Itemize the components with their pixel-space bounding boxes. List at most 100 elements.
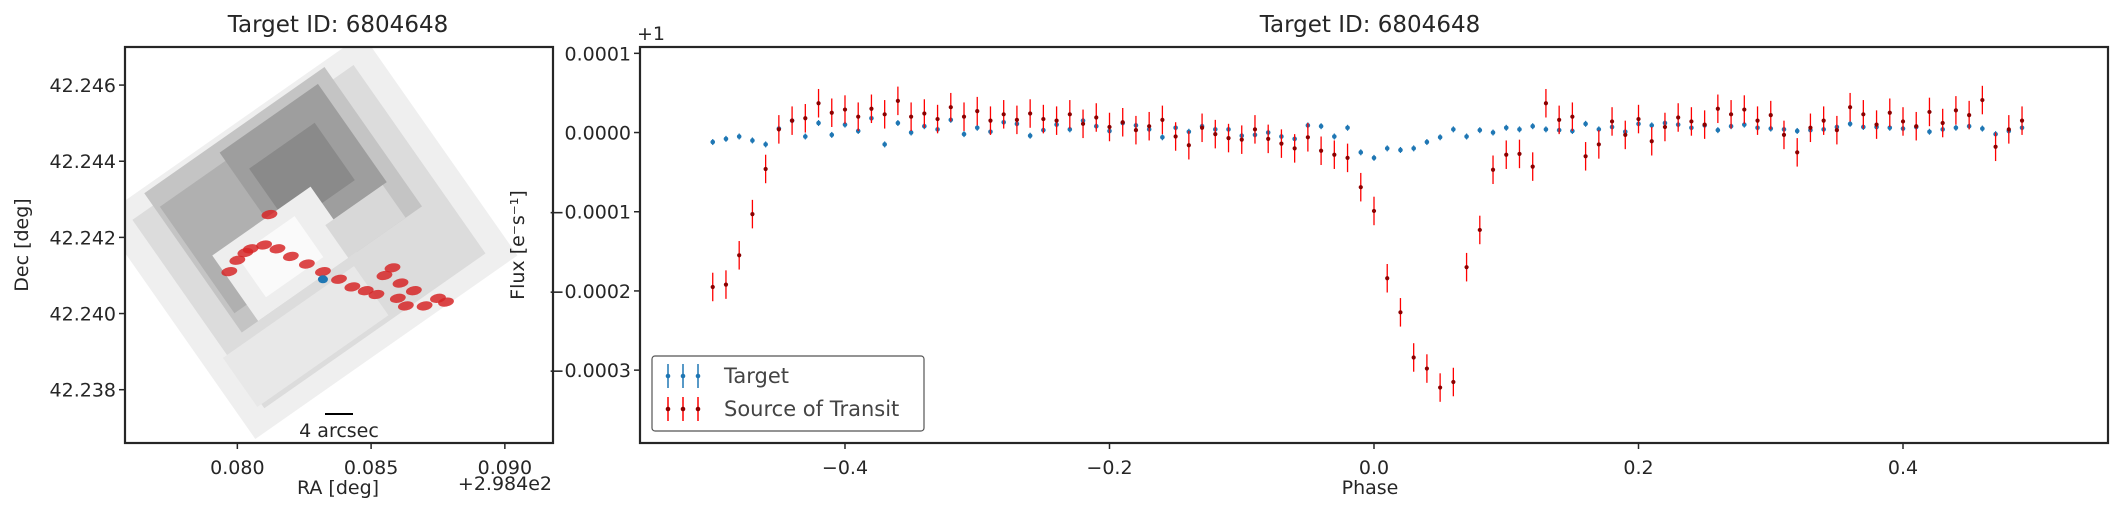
right-title: Target ID: 6804648 bbox=[1259, 12, 1480, 38]
right-xtick-label: −0.2 bbox=[1086, 457, 1132, 479]
target-point bbox=[763, 142, 768, 147]
legend-point bbox=[680, 406, 686, 412]
source-point bbox=[922, 111, 927, 116]
target-point bbox=[1318, 123, 1324, 129]
target-point bbox=[1345, 125, 1350, 131]
target-point bbox=[723, 136, 729, 142]
source-point bbox=[1411, 355, 1416, 360]
target-point bbox=[1067, 127, 1073, 132]
source-point bbox=[1120, 120, 1125, 125]
source-point bbox=[1028, 111, 1033, 116]
target-point bbox=[908, 130, 914, 135]
left-ytick-label: 42.240 bbox=[50, 304, 116, 326]
source-point bbox=[1345, 155, 1350, 160]
source-point bbox=[1834, 128, 1839, 133]
target-point bbox=[1503, 125, 1509, 131]
target-point bbox=[710, 139, 716, 145]
target-point bbox=[1953, 125, 1959, 131]
source-pixel-point bbox=[269, 244, 286, 254]
target-point bbox=[1424, 139, 1430, 145]
source-point bbox=[1041, 116, 1046, 122]
target-point bbox=[803, 134, 808, 139]
source-point bbox=[1504, 152, 1509, 157]
source-point bbox=[1768, 113, 1773, 118]
left-xtick-label: 0.080 bbox=[210, 457, 264, 479]
source-point bbox=[1742, 107, 1747, 112]
source-point bbox=[1226, 135, 1231, 141]
source-point bbox=[1715, 106, 1720, 111]
target-point bbox=[1530, 123, 1536, 129]
target-point bbox=[1451, 127, 1456, 132]
source-point bbox=[737, 253, 742, 258]
source-point bbox=[1808, 125, 1813, 130]
target-point bbox=[1847, 121, 1853, 127]
right-xtick-label: 0.2 bbox=[1623, 457, 1653, 479]
target-point bbox=[829, 132, 835, 138]
left-ytick-label: 42.246 bbox=[50, 75, 116, 97]
source-point bbox=[2006, 127, 2011, 132]
source-point bbox=[909, 114, 914, 119]
right-xtick-label: 0.4 bbox=[1888, 457, 1918, 479]
legend-source-label: Source of Transit bbox=[724, 397, 899, 421]
target-point bbox=[1398, 147, 1403, 153]
target-point bbox=[1437, 134, 1443, 140]
source-point bbox=[1940, 120, 1945, 126]
source-point bbox=[1861, 112, 1866, 117]
source-point bbox=[1636, 116, 1641, 122]
source-pixel-point bbox=[221, 267, 238, 277]
source-point bbox=[829, 110, 834, 115]
left-xlabel: RA [deg] bbox=[297, 477, 379, 499]
source-point bbox=[1332, 152, 1337, 157]
target-point bbox=[842, 122, 848, 127]
source-pixel-point bbox=[331, 274, 347, 284]
source-point bbox=[1570, 114, 1575, 119]
source-point bbox=[1623, 132, 1628, 138]
source-point bbox=[2019, 118, 2025, 123]
source-pixel-point bbox=[376, 270, 393, 281]
source-point bbox=[1795, 150, 1800, 155]
left-axes-frame bbox=[123, 45, 555, 445]
legend-target-marker bbox=[665, 364, 701, 388]
target-pixel-point bbox=[317, 275, 328, 284]
source-point bbox=[1252, 127, 1258, 132]
pixel-image bbox=[125, 47, 518, 439]
right-xlabel: Phase bbox=[1342, 477, 1399, 499]
source-pixel-point bbox=[384, 263, 401, 273]
source-point bbox=[710, 284, 715, 290]
source-point bbox=[1477, 227, 1482, 233]
source-point bbox=[1358, 185, 1363, 190]
source-point bbox=[1371, 208, 1377, 214]
target-point bbox=[1649, 123, 1655, 128]
right-ylabel: Flux [e⁻s⁻¹] bbox=[507, 190, 529, 300]
target-point bbox=[1927, 129, 1932, 135]
legend-point bbox=[695, 406, 701, 412]
source-point bbox=[1596, 142, 1601, 147]
source-point bbox=[750, 212, 755, 217]
source-point bbox=[1781, 132, 1787, 138]
source-pixel-point bbox=[256, 240, 273, 250]
legend-source-marker bbox=[665, 397, 701, 421]
source-point bbox=[882, 112, 887, 117]
left-ticks: 0.080 0.085 0.090 42.238 42.240 42.242 42.244 4… bbox=[50, 75, 533, 479]
legend-point bbox=[695, 373, 701, 379]
right-ytick-label: −0.0002 bbox=[549, 281, 631, 303]
source-point bbox=[1887, 110, 1892, 115]
target-point bbox=[1517, 127, 1522, 132]
source-point bbox=[1900, 119, 1906, 124]
legend-point bbox=[665, 406, 671, 412]
source-point bbox=[1993, 144, 1998, 149]
source-point bbox=[1689, 119, 1694, 124]
source-point bbox=[1821, 118, 1826, 123]
target-point bbox=[1543, 127, 1549, 132]
source-pixel-point bbox=[229, 255, 246, 265]
source-point bbox=[948, 105, 953, 110]
source-pixel-point bbox=[416, 301, 433, 311]
target-point bbox=[1715, 127, 1721, 133]
target-point bbox=[1464, 134, 1469, 139]
source-point bbox=[1609, 119, 1615, 124]
source-point bbox=[1067, 112, 1072, 117]
source-point bbox=[975, 109, 980, 114]
source-point bbox=[1292, 146, 1297, 151]
target-point bbox=[816, 120, 821, 126]
source-point bbox=[1914, 124, 1919, 129]
